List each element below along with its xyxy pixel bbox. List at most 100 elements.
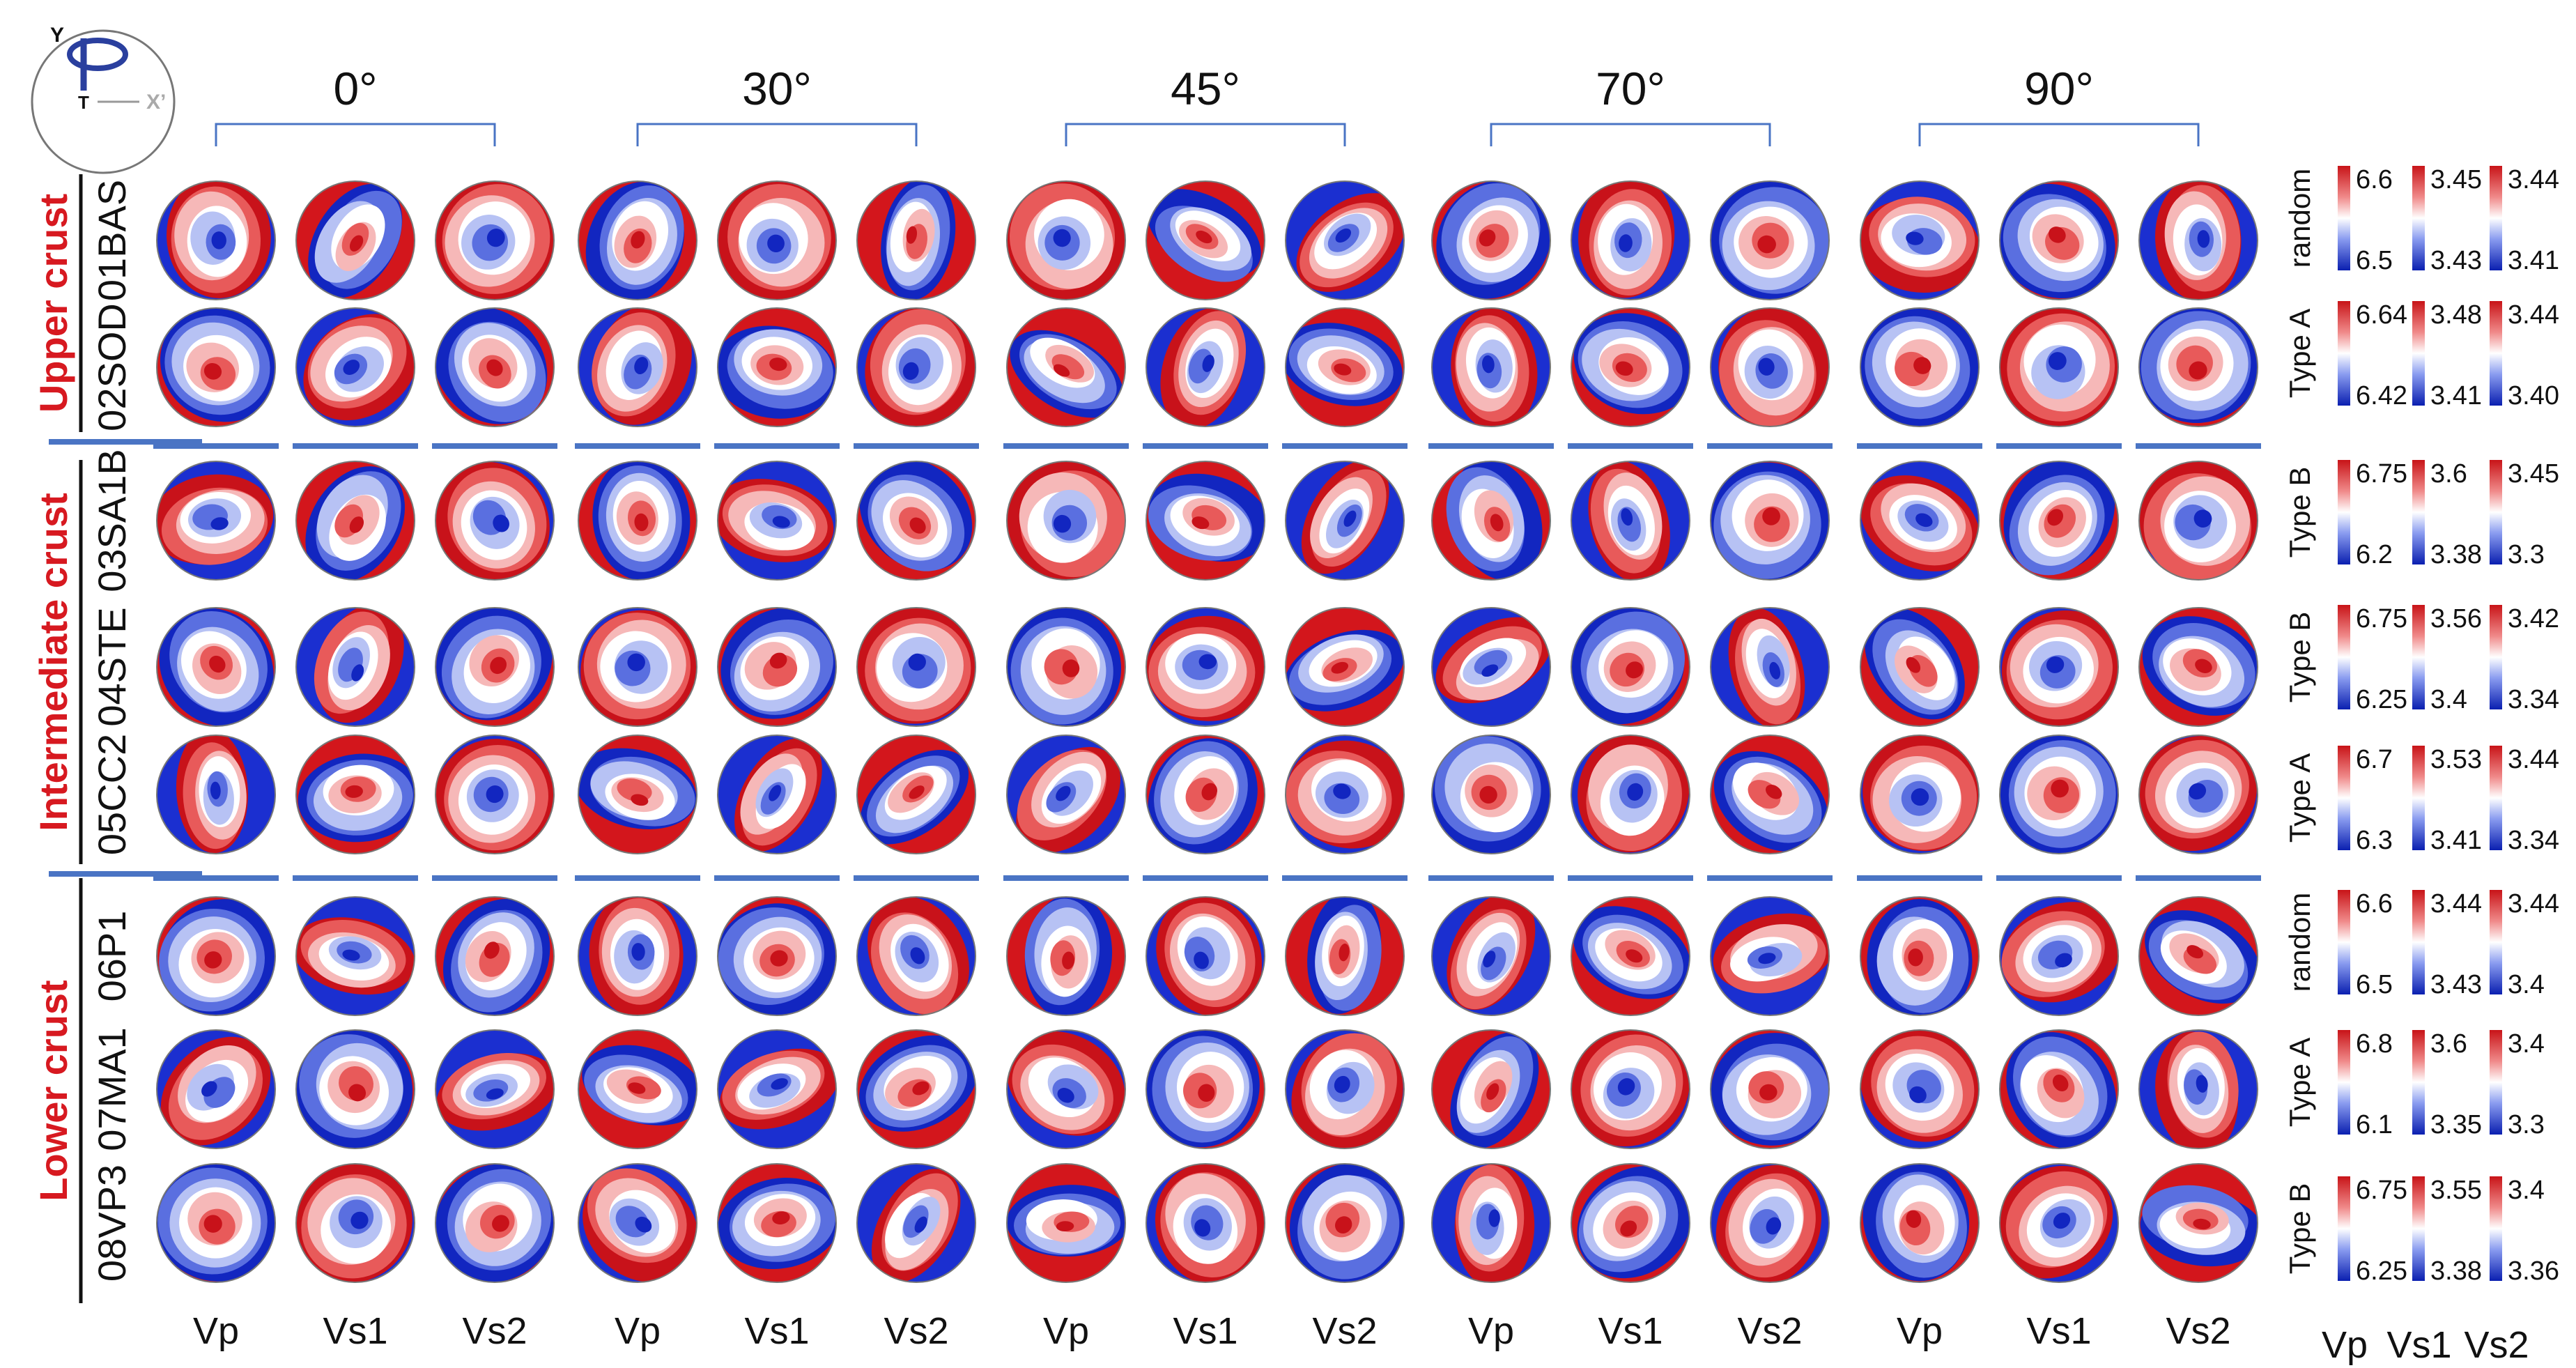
colorbar-min: 6.25 bbox=[2356, 1256, 2407, 1286]
colorbar-max: 3.4 bbox=[2508, 1176, 2545, 1205]
axis-orientation-icon: Y T X’ bbox=[31, 24, 176, 174]
pole-figure bbox=[1571, 307, 1690, 427]
colorbar-min: 3.40 bbox=[2508, 381, 2559, 410]
fabric-type-label: random bbox=[2283, 169, 2316, 268]
pole-figure bbox=[717, 180, 837, 300]
pole-figure bbox=[1285, 607, 1405, 727]
pole-figure bbox=[1285, 896, 1405, 1016]
pole-figure bbox=[1999, 896, 2119, 1016]
colorbar-min: 6.5 bbox=[2356, 246, 2393, 275]
pole-figure bbox=[1431, 1029, 1551, 1149]
pole-figure bbox=[1146, 180, 1265, 300]
pole-figure bbox=[578, 735, 697, 854]
pole-figure bbox=[1146, 307, 1265, 427]
colorbar-max: 3.45 bbox=[2430, 165, 2482, 194]
fabric-type-label: random bbox=[2283, 893, 2316, 992]
column-label: Vs2 bbox=[1312, 1310, 1377, 1352]
column-label: Vp bbox=[1897, 1310, 1943, 1352]
pole-figure bbox=[1006, 180, 1126, 300]
angle-bracket bbox=[1490, 123, 1771, 146]
pole-figure bbox=[435, 180, 555, 300]
pole-figure bbox=[1571, 461, 1690, 581]
colorbar bbox=[2412, 1030, 2425, 1135]
pole-figure bbox=[1999, 307, 2119, 427]
pole-figure bbox=[156, 307, 276, 427]
column-label: Vs1 bbox=[744, 1310, 809, 1352]
pole-figure bbox=[717, 607, 837, 727]
colorbar-max: 6.75 bbox=[2356, 459, 2407, 489]
pole-figure bbox=[156, 607, 276, 727]
colorbar-max: 6.75 bbox=[2356, 604, 2407, 633]
group-label: Intermediate crust bbox=[31, 493, 75, 831]
sample-label: 04STE bbox=[90, 607, 134, 726]
colorbar-min: 3.35 bbox=[2430, 1110, 2482, 1139]
angle-bracket bbox=[1065, 123, 1346, 146]
axis-t-label: T bbox=[78, 92, 89, 113]
column-label: Vs2 bbox=[1737, 1310, 1802, 1352]
pole-figure bbox=[1999, 1163, 2119, 1283]
pole-figure bbox=[1710, 307, 1830, 427]
pole-figure bbox=[1006, 307, 1126, 427]
pole-figure bbox=[1860, 607, 1980, 727]
colorbar-max: 3.44 bbox=[2508, 165, 2559, 194]
colorbar-column-label: Vp bbox=[2322, 1324, 2368, 1366]
pole-figure bbox=[1285, 1029, 1405, 1149]
colorbar-min: 6.25 bbox=[2356, 685, 2407, 714]
pole-figure bbox=[295, 607, 415, 727]
pole-figure bbox=[1710, 607, 1830, 727]
pole-figure bbox=[1006, 1163, 1126, 1283]
colorbar-max: 3.42 bbox=[2508, 604, 2559, 633]
pole-figure bbox=[1006, 461, 1126, 581]
colorbar bbox=[2338, 460, 2350, 564]
pole-figure bbox=[1146, 607, 1265, 727]
fabric-type-label: Type A bbox=[2283, 1038, 2316, 1127]
column-label: Vs1 bbox=[323, 1310, 387, 1352]
pole-figure bbox=[156, 180, 276, 300]
pole-figure bbox=[2138, 1163, 2258, 1283]
angle-header: 90° bbox=[2024, 63, 2094, 114]
pole-figure bbox=[1860, 180, 1980, 300]
sample-label: 01BAS bbox=[90, 180, 134, 301]
pole-figure bbox=[435, 307, 555, 427]
pole-figure bbox=[856, 735, 976, 854]
colorbar-column-label: Vs2 bbox=[2464, 1324, 2529, 1366]
angle-header: 45° bbox=[1171, 63, 1240, 114]
pole-figure bbox=[856, 461, 976, 581]
colorbar bbox=[2490, 746, 2502, 850]
pole-figure bbox=[578, 461, 697, 581]
pole-figure bbox=[435, 896, 555, 1016]
pole-figure bbox=[856, 607, 976, 727]
pole-figure bbox=[1285, 180, 1405, 300]
pole-figure bbox=[1571, 180, 1690, 300]
colorbar bbox=[2490, 890, 2502, 994]
colorbar bbox=[2412, 301, 2425, 406]
pole-figure bbox=[856, 307, 976, 427]
fabric-type-label: Type B bbox=[2283, 612, 2316, 703]
colorbar-min: 6.1 bbox=[2356, 1110, 2393, 1139]
colorbar-max: 3.6 bbox=[2430, 1029, 2467, 1059]
pole-figure bbox=[856, 1163, 976, 1283]
pole-figure bbox=[156, 735, 276, 854]
fabric-type-label: Type B bbox=[2283, 1183, 2316, 1275]
colorbar-max: 3.55 bbox=[2430, 1176, 2482, 1205]
pole-figure bbox=[2138, 735, 2258, 854]
axis-y-label: Y bbox=[50, 24, 64, 47]
pole-figure bbox=[295, 461, 415, 581]
colorbar-min: 3.38 bbox=[2430, 540, 2482, 569]
angle-bracket bbox=[215, 123, 496, 146]
colorbar-max: 6.7 bbox=[2356, 745, 2393, 774]
pole-figure bbox=[1146, 461, 1265, 581]
colorbar bbox=[2490, 301, 2502, 406]
pole-figure bbox=[1860, 461, 1980, 581]
colorbar-min: 3.43 bbox=[2430, 970, 2482, 999]
sample-label: 08VP3 bbox=[90, 1165, 134, 1282]
fabric-type-label: Type A bbox=[2283, 753, 2316, 843]
pole-figure bbox=[1431, 896, 1551, 1016]
pole-figure bbox=[578, 307, 697, 427]
colorbar-min: 3.41 bbox=[2430, 381, 2482, 410]
sample-label: 05CC2 bbox=[90, 734, 134, 855]
pole-figure bbox=[1006, 1029, 1126, 1149]
pole-figure bbox=[295, 896, 415, 1016]
pole-figure bbox=[856, 180, 976, 300]
